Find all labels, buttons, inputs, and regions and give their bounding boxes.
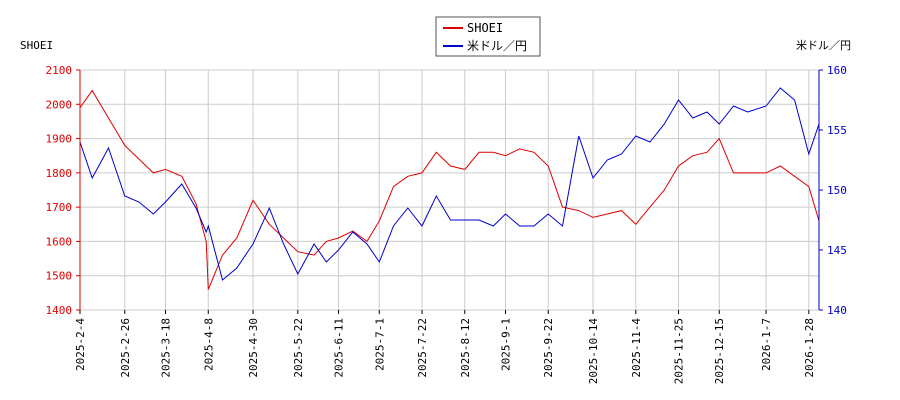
x-tick-label: 2026-1-28 (803, 318, 816, 378)
right-tick-label: 160 (827, 64, 847, 77)
x-tick-label: 2025-9-1 (499, 318, 512, 371)
left-tick-label: 1600 (46, 235, 73, 248)
x-tick-label: 2025-10-14 (587, 318, 600, 385)
x-tick-label: 2025-11-4 (630, 318, 643, 378)
series-layer (79, 87, 820, 290)
x-tick-label: 2025-4-30 (247, 318, 260, 378)
series-line-shoei (79, 89, 820, 290)
x-axis: 2025-2-4 2025-2-26 2025-3-18 2025-4-8 2025-4… (74, 310, 816, 384)
x-tick-label: 2025-5-22 (292, 318, 305, 378)
x-tick-label: 2025-8-12 (459, 318, 472, 378)
right-axis-label: 米ドル／円 (796, 39, 851, 52)
x-tick-label: 2025-6-11 (333, 318, 346, 378)
x-tick-label: 2025-9-22 (542, 318, 555, 378)
legend-label-1: 米ドル／円 (467, 39, 527, 53)
left-tick-label: 2100 (46, 64, 73, 77)
x-tick-label: 2025-11-25 (673, 318, 686, 384)
x-tick-label: 2025-2-4 (74, 318, 87, 371)
x-tick-label: 2025-7-1 (373, 318, 386, 371)
right-tick-label: 145 (827, 244, 847, 257)
left-tick-label: 1900 (46, 133, 73, 146)
x-tick-label: 2025-2-26 (119, 318, 132, 378)
x-tick-label: 2025-3-18 (160, 318, 173, 378)
legend-box (435, 16, 541, 57)
right-tick-label: 150 (827, 184, 847, 197)
plot-area (79, 69, 820, 311)
right-tick-label: 155 (827, 124, 847, 137)
left-tick-label: 1700 (46, 201, 73, 214)
left-axis-label: SHOEI (20, 39, 53, 52)
left-tick-label: 1800 (46, 167, 73, 180)
x-tick-label: 2025-4-8 (202, 318, 215, 371)
left-axis: 1400 1500 1600 1700 1800 1900 2000 2100 (46, 64, 81, 317)
right-tick-label: 140 (827, 304, 847, 317)
legend: SHOEI 米ドル／円 (435, 16, 541, 57)
x-tick-label: 2025-12-15 (713, 318, 726, 384)
x-tick-label: 2025-7-22 (416, 318, 429, 378)
legend-label-0: SHOEI (467, 21, 503, 35)
right-axis: 140 145 150 155 160 (818, 64, 847, 317)
series-line-usdjpy (79, 87, 820, 281)
left-tick-label: 1500 (46, 270, 73, 283)
left-tick-label: 1400 (46, 304, 73, 317)
x-tick-label: 2026-1-7 (760, 318, 773, 371)
left-tick-label: 2000 (46, 98, 73, 111)
grid (79, 69, 819, 311)
